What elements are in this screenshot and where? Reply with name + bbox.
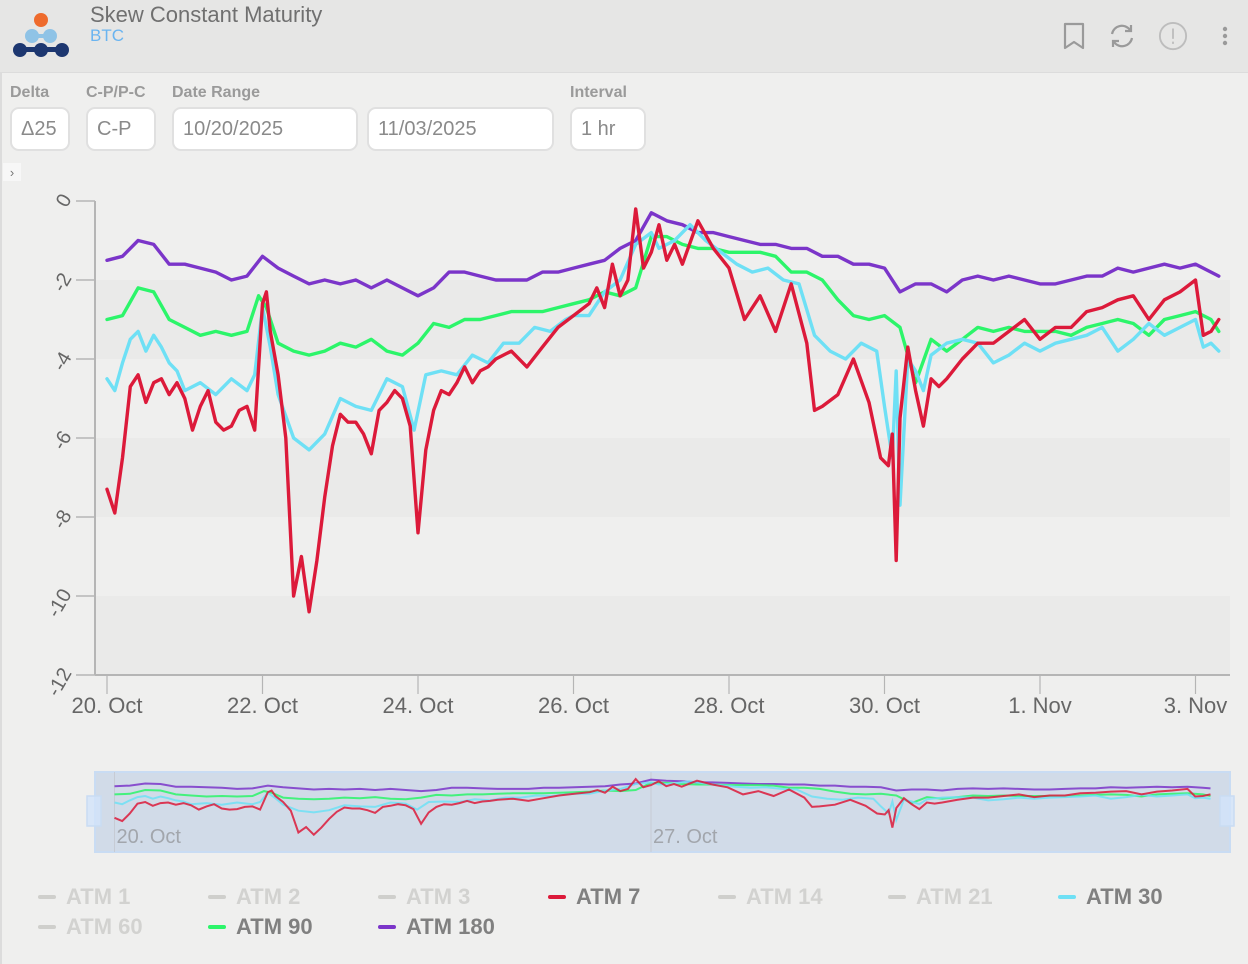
legend-label: ATM 30 [1086, 884, 1163, 909]
x-tick-label: 22. Oct [227, 693, 298, 718]
legend-item-atm-14[interactable]: ATM 14 [718, 884, 823, 910]
legend-swatch [888, 895, 906, 899]
cp-select[interactable]: C-P [86, 107, 156, 151]
legend-label: ATM 180 [406, 914, 495, 939]
more-options-button[interactable] [1210, 20, 1240, 52]
series-line-atm-7 [105, 207, 1221, 614]
legend-label: ATM 90 [236, 914, 313, 939]
logo-icon [13, 13, 69, 57]
delta-select[interactable]: Δ25 [10, 107, 70, 151]
navigator-background [95, 772, 1230, 852]
asset-subtitle: BTC [90, 26, 124, 45]
legend-label: ATM 1 [66, 884, 131, 909]
legend-swatch [548, 895, 566, 899]
x-tick-label: 26. Oct [538, 693, 609, 718]
refresh-button[interactable] [1107, 20, 1137, 52]
y-axis: 0-2-4-6-8-10-12 [43, 190, 96, 700]
series-line-atm-30 [105, 222, 1221, 507]
legend-label: ATM 21 [916, 884, 993, 909]
y-tick-label: -8 [49, 506, 77, 532]
series-line-atm-90 [105, 234, 1221, 385]
navigator-handle-left[interactable] [86, 795, 102, 827]
x-tick-label: 3. Nov [1164, 693, 1228, 718]
more-vertical-icon [1222, 26, 1228, 46]
info-alert-button[interactable] [1158, 20, 1188, 52]
navigator-label: 20. Oct [116, 826, 181, 848]
legend-item-atm-2[interactable]: ATM 2 [208, 884, 300, 910]
y-tick-label: 0 [52, 190, 77, 211]
y-tick-label: -2 [49, 269, 77, 295]
legend-label: ATM 14 [746, 884, 823, 909]
series-lines [105, 207, 1221, 614]
legend-label: ATM 3 [406, 884, 471, 909]
navigator-label: 27. Oct [653, 826, 718, 848]
date-range-start-input[interactable]: 10/20/2025 [172, 107, 358, 151]
page-title: Skew Constant Maturity [90, 2, 323, 27]
legend-swatch [378, 895, 396, 899]
navigator-line-atm-7 [114, 777, 1211, 837]
interval-label: Interval [570, 84, 627, 101]
panel-border [0, 72, 2, 964]
x-tick-label: 28. Oct [694, 693, 765, 718]
legend-swatch [208, 925, 226, 929]
bookmark-icon [1063, 22, 1085, 50]
x-axis: 20. Oct 22. Oct 24. Oct 26. Oct 28. Oct 30. O… [72, 674, 1230, 718]
date-range-label: Date Range [172, 84, 261, 101]
legend-item-atm-90[interactable]: ATM 90 [208, 914, 313, 940]
x-tick-label: 20. Oct [72, 693, 143, 718]
legend-swatch [208, 895, 226, 899]
series-line-atm-180 [105, 211, 1221, 298]
date-range-end-input[interactable]: 11/03/2025 [367, 107, 554, 151]
legend-item-atm-60[interactable]: ATM 60 [38, 914, 143, 940]
legend-swatch [1058, 895, 1076, 899]
legend-swatch [38, 925, 56, 929]
legend-item-atm-30[interactable]: ATM 30 [1058, 884, 1163, 910]
legend-swatch [378, 925, 396, 929]
navigator-line-atm-180 [114, 778, 1211, 793]
navigator-selection[interactable] [94, 771, 1231, 853]
legend-label: ATM 60 [66, 914, 143, 939]
app-header: Skew Constant Maturity BTC [0, 0, 1248, 73]
navigator[interactable]: 20. Oct 27. Oct [86, 771, 1235, 853]
y-tick-label: -6 [49, 427, 77, 453]
grid-band [95, 359, 1230, 438]
x-tick-label: 1. Nov [1008, 693, 1072, 718]
grid-band [95, 517, 1230, 596]
grid-bands [95, 201, 1230, 675]
cp-label: C-P/P-C [86, 84, 146, 101]
x-tick-label: 30. Oct [849, 693, 920, 718]
grid-band [95, 438, 1230, 517]
bookmark-button[interactable] [1059, 20, 1089, 52]
legend-item-atm-3[interactable]: ATM 3 [378, 884, 470, 910]
legend-swatch [718, 895, 736, 899]
legend-swatch [38, 895, 56, 899]
legend-item-atm-7[interactable]: ATM 7 [548, 884, 640, 910]
interval-select[interactable]: 1 hr [570, 107, 646, 151]
grid-band [95, 596, 1230, 675]
y-tick-label: -10 [43, 585, 77, 621]
skew-chart: 0-2-4-6-8-10-12 20. Oct 22. Oct 24. Oct 26.… [43, 190, 1235, 853]
y-tick-label: -4 [49, 348, 77, 374]
legend-label: ATM 2 [236, 884, 301, 909]
legend-item-atm-1[interactable]: ATM 1 [38, 884, 130, 910]
navigator-line-atm-30 [114, 780, 1211, 824]
legend-label: ATM 7 [576, 884, 641, 909]
refresh-icon [1110, 24, 1134, 48]
x-tick-label: 24. Oct [383, 693, 454, 718]
legend-item-atm-180[interactable]: ATM 180 [378, 914, 495, 940]
legend-item-atm-21[interactable]: ATM 21 [888, 884, 993, 910]
expand-toggle[interactable]: › [3, 163, 21, 181]
info-alert-icon [1158, 21, 1188, 51]
delta-label: Delta [10, 84, 50, 101]
navigator-handle-right[interactable] [1219, 795, 1235, 827]
